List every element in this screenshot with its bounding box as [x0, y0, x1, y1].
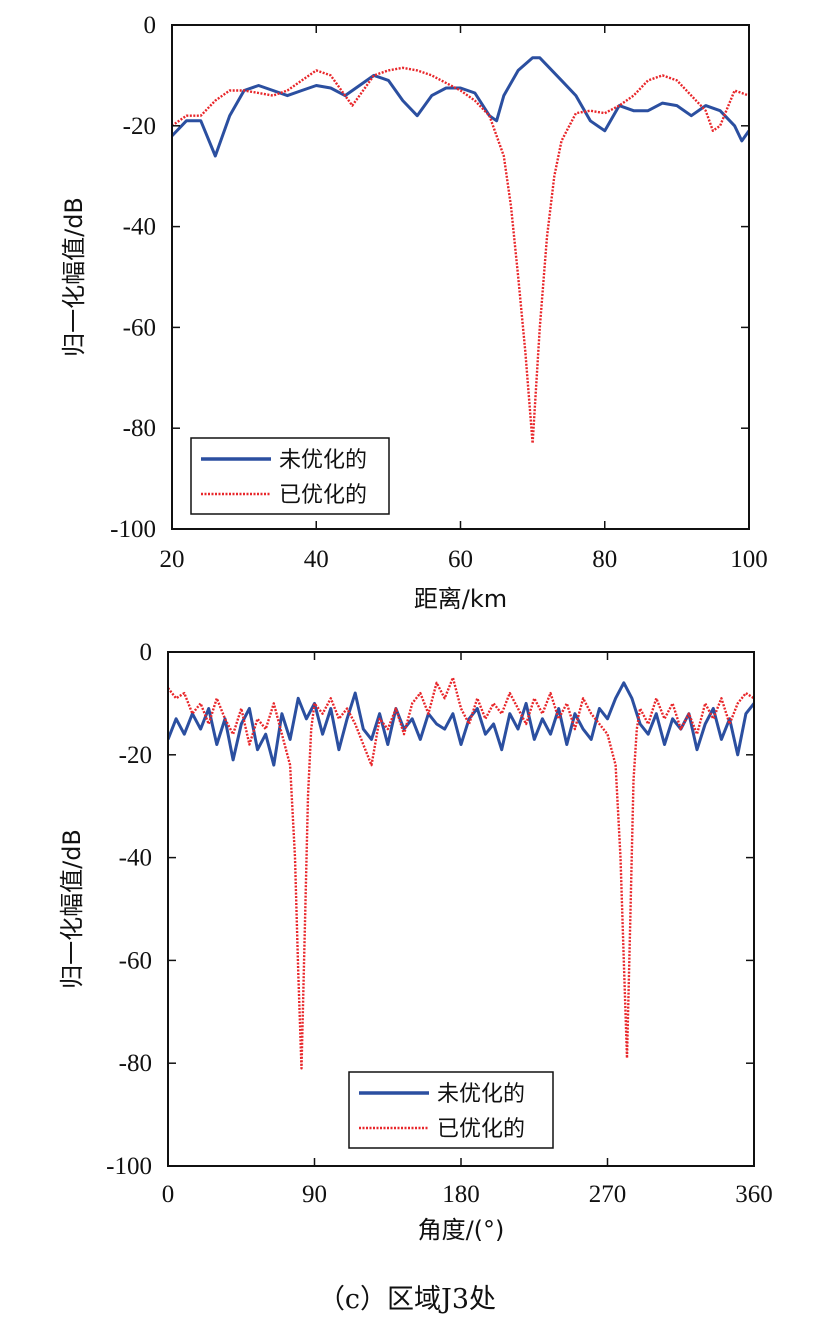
x-tick-label: 20 — [160, 546, 185, 573]
y-tick-label: -80 — [123, 415, 156, 442]
legend-box — [190, 437, 390, 515]
x-tick-label: 0 — [162, 1181, 175, 1208]
y-tick-label: -60 — [119, 947, 152, 974]
series-line-unoptimized — [172, 56, 749, 158]
y-tick-label: -60 — [123, 314, 156, 341]
x-axis-label: 角度/(°) — [418, 1216, 505, 1244]
legend-label: 已优化的 — [437, 1117, 525, 1142]
x-tick-label: 90 — [302, 1181, 327, 1208]
y-tick-label: -40 — [119, 845, 152, 872]
series-line-optimized — [172, 66, 749, 445]
y-tick-label: -100 — [110, 516, 156, 543]
legend-box — [348, 1071, 554, 1149]
legend-label: 未优化的 — [279, 448, 367, 473]
y-tick-label: -20 — [119, 742, 152, 769]
y-tick-label: -40 — [123, 214, 156, 241]
legend-label: 未优化的 — [437, 1082, 525, 1107]
x-axis-label: 距离/km — [414, 585, 507, 613]
x-tick-label: 60 — [448, 546, 473, 573]
chart-angle: 0 -20 -40 -60 -80 -100 0 90 180 270 360 角度/(°) 归一化幅值… — [58, 639, 773, 1244]
x-tick-label: 100 — [730, 546, 768, 573]
y-axis-label: 归一化幅值/dB — [58, 829, 86, 989]
y-axis-label: 归一化幅值/dB — [60, 197, 88, 357]
figure-caption: （c）区域J3处 — [318, 1284, 496, 1315]
y-tick-label: 0 — [140, 639, 153, 666]
series-line-unoptimized — [168, 681, 754, 767]
y-tick-label: -100 — [106, 1153, 152, 1180]
y-tick-label: -20 — [123, 113, 156, 140]
x-tick-label: 270 — [589, 1181, 627, 1208]
legend-label: 已优化的 — [279, 483, 367, 508]
x-tick-label: 40 — [304, 546, 329, 573]
series-line-optimized — [168, 676, 754, 1070]
x-tick-label: 80 — [592, 546, 617, 573]
y-tick-label: 0 — [144, 12, 157, 39]
x-tick-label: 360 — [735, 1181, 773, 1208]
x-tick-label: 180 — [442, 1181, 480, 1208]
y-tick-label: -80 — [119, 1050, 152, 1077]
